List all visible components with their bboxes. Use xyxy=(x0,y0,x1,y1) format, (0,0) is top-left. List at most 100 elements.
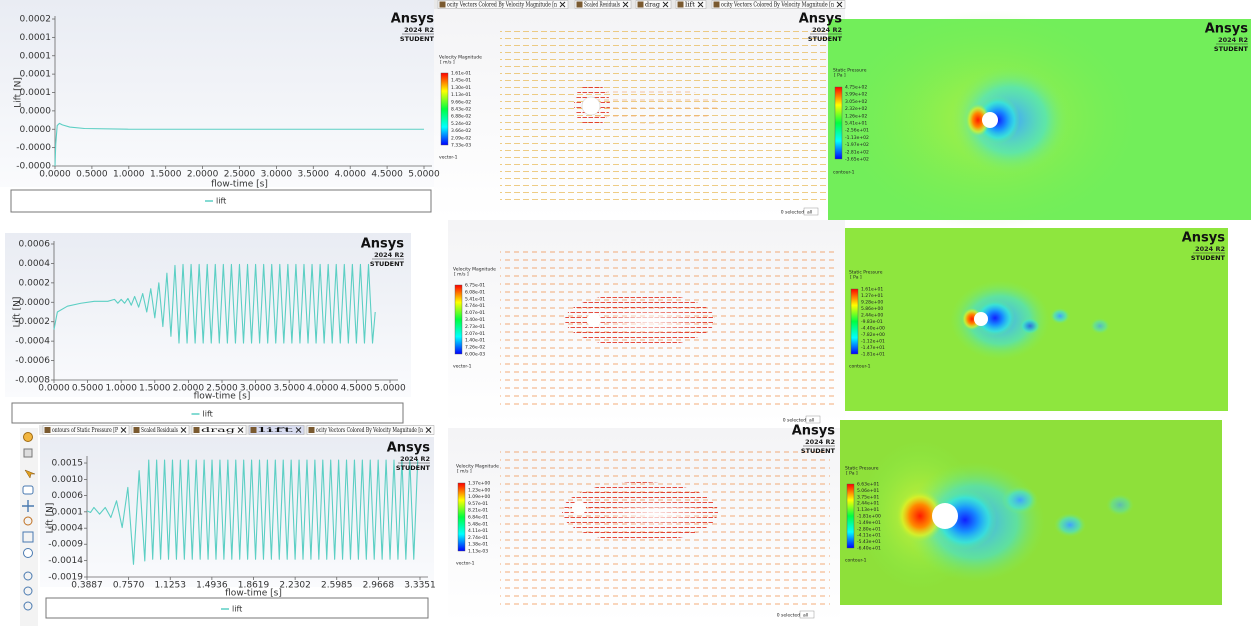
colorbar-label: 1.13e-03 xyxy=(468,549,488,555)
selection-filter[interactable]: all xyxy=(807,210,812,216)
colorbar-label: 9.28e+00 xyxy=(861,300,883,306)
colorbar-unit: [ Pa ] xyxy=(834,73,846,79)
colorbar-label: 6.88e-02 xyxy=(451,114,471,120)
pressure-region xyxy=(1002,486,1038,514)
tab[interactable] xyxy=(306,425,435,435)
x-tick-label: 5.0000 xyxy=(374,384,406,394)
colorbar-label: 1.09e+00 xyxy=(468,494,490,500)
tool-icon[interactable] xyxy=(23,448,33,458)
legend-box xyxy=(10,189,432,213)
tab-label[interactable]: Scaled Residuals xyxy=(141,427,178,434)
tab-label[interactable]: lift xyxy=(685,2,696,9)
tab-close[interactable] xyxy=(836,1,843,8)
tab[interactable] xyxy=(42,425,130,435)
colorbar-label: 1.27e+01 xyxy=(861,293,883,299)
colorbar-label: 4.74e-01 xyxy=(465,303,485,309)
x-tick-label: 1.0000 xyxy=(105,384,137,394)
colorbar-label: 2.07e-01 xyxy=(465,331,485,337)
tool-icon[interactable] xyxy=(23,516,33,526)
tab-close[interactable] xyxy=(559,1,566,8)
colorbar-label: -1.12e+01 xyxy=(861,339,885,345)
tool-icon[interactable] xyxy=(22,531,34,543)
colorbar-label: 6.75e-01 xyxy=(465,283,485,289)
pressure-region xyxy=(896,490,944,542)
y-tick-label: 0.0010 xyxy=(52,475,84,485)
colorbar-label: -1.81e+00 xyxy=(857,514,881,520)
pressure-region xyxy=(1054,513,1086,537)
tool-icon[interactable] xyxy=(23,586,33,596)
tab-close[interactable] xyxy=(237,427,244,433)
tab[interactable] xyxy=(191,425,247,435)
x-tick-label: 0.5000 xyxy=(72,384,104,394)
tab-close[interactable] xyxy=(697,1,704,8)
logo-version: 2024 R2 xyxy=(812,26,842,34)
tab-label[interactable]: ontours of Static Pressure [P xyxy=(52,427,118,434)
colorbar-label: 6.00e-03 xyxy=(465,352,485,358)
tab-label[interactable]: lift xyxy=(258,427,295,434)
colorbar-label: 5.86e+00 xyxy=(861,306,883,312)
legend-label[interactable]: lift xyxy=(203,410,213,419)
y-tick-label: -0.0000 xyxy=(16,162,51,172)
y-tick-label: -0.0019 xyxy=(48,573,83,583)
legend-label[interactable]: lift xyxy=(232,605,242,614)
colorbar-label: 6.08e-01 xyxy=(465,289,485,295)
tab-label[interactable]: ocity Vectors Colored By Velocity Magnit… xyxy=(447,2,557,9)
y-tick-label: 0.0001 xyxy=(20,51,52,61)
logo-edition: STUDENT xyxy=(1214,45,1249,53)
tab-label[interactable]: drag xyxy=(201,427,235,434)
tool-icon[interactable] xyxy=(23,571,33,581)
tab-label[interactable]: drag xyxy=(645,2,660,9)
tab[interactable] xyxy=(711,0,846,9)
tool-icon[interactable] xyxy=(23,601,33,611)
tab[interactable] xyxy=(131,425,190,435)
filter-box[interactable] xyxy=(803,207,819,216)
legend-label[interactable]: lift xyxy=(216,197,226,206)
y-tick-label: 0.0001 xyxy=(52,507,84,517)
tool-icon[interactable] xyxy=(22,500,34,512)
pressure-region xyxy=(975,300,1015,336)
x-axis-title: flow-time [s] xyxy=(211,180,268,190)
colorbar-label: 1.30e-01 xyxy=(451,85,471,91)
logo-version: 2024 R2 xyxy=(1218,36,1248,44)
tab-close[interactable] xyxy=(120,427,127,433)
tool-icon[interactable] xyxy=(23,432,33,442)
cylinder xyxy=(587,313,601,327)
logo-version: 2024 R2 xyxy=(1195,245,1225,253)
tab[interactable] xyxy=(574,0,632,9)
x-tick-label: 4.0000 xyxy=(334,170,366,180)
tab-label[interactable]: Scaled Residuals xyxy=(584,2,620,9)
tool-icon[interactable] xyxy=(24,469,36,479)
tab-close[interactable] xyxy=(425,427,432,433)
x-tick-label: 2.0000 xyxy=(187,170,219,180)
filter-box[interactable] xyxy=(799,610,815,619)
tab[interactable] xyxy=(437,0,569,9)
tab[interactable] xyxy=(675,0,707,9)
selection-filter[interactable]: all xyxy=(809,418,814,424)
cylinder xyxy=(974,312,988,326)
tool-icon[interactable] xyxy=(22,485,34,495)
colorbar-label: 9.57e-01 xyxy=(468,501,488,507)
colorbar-label: 5.41e+01 xyxy=(845,121,867,127)
x-tick-label: 2.0000 xyxy=(173,384,205,394)
selection-filter[interactable]: all xyxy=(803,613,808,619)
y-axis-title: Lift [N] xyxy=(46,503,56,534)
x-tick-label: 3.0000 xyxy=(240,384,272,394)
tab[interactable] xyxy=(635,0,672,9)
colorbar-label: 1.45e-01 xyxy=(451,78,471,84)
tool-icon[interactable] xyxy=(23,548,33,558)
tab-label[interactable]: ocity Vectors Colored By Velocity Magnit… xyxy=(721,2,834,9)
y-tick-label: 0.0000 xyxy=(20,125,52,135)
tab-label[interactable]: ocity Vectors Colored By Velocity Magnit… xyxy=(316,427,423,434)
tab[interactable] xyxy=(248,425,305,435)
tab-close[interactable] xyxy=(180,427,187,433)
colorbar-label: 3.05e+02 xyxy=(845,99,867,105)
tab-icon xyxy=(576,1,583,8)
colorbar-label: 5.48e-01 xyxy=(468,521,488,527)
tab-close[interactable] xyxy=(622,1,629,8)
tab-close[interactable] xyxy=(295,427,302,433)
tab-close[interactable] xyxy=(662,1,669,8)
filter-box[interactable] xyxy=(805,415,821,424)
colorbar xyxy=(454,284,463,355)
colorbar-title: Static Pressure xyxy=(845,466,879,472)
